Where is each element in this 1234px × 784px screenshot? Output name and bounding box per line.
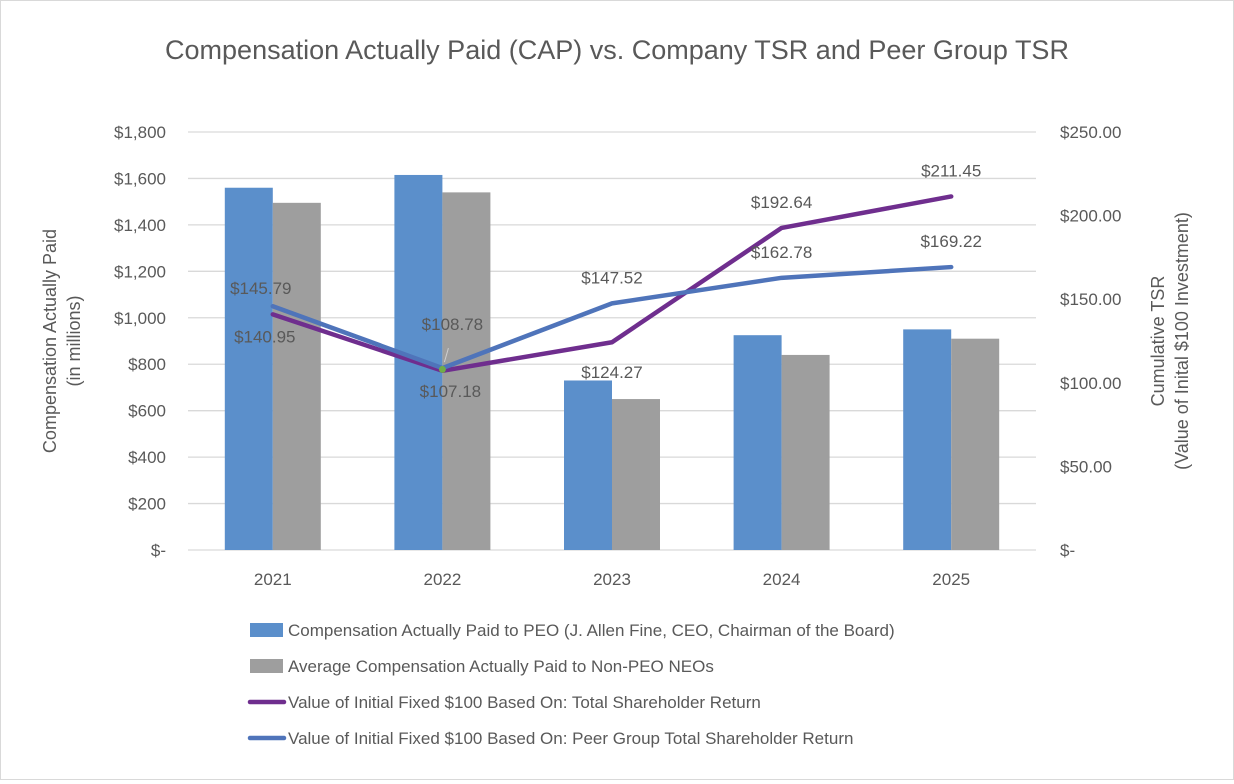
data-label-company-tsr: $211.45 <box>921 161 981 180</box>
right-tick-label: $50.00 <box>1060 457 1112 476</box>
legend-swatch-bar <box>250 659 283 673</box>
legend: Compensation Actually Paid to PEO (J. Al… <box>247 621 895 748</box>
left-tick-label: $1,600 <box>114 169 166 188</box>
data-label-peer-tsr: $162.78 <box>751 243 812 262</box>
data-label-peer-tsr: $108.78 <box>422 315 483 334</box>
data-label-company-tsr: $140.95 <box>234 327 295 346</box>
x-tick-label: 2023 <box>593 570 631 589</box>
right-axis-title: Cumulative TSR (Value of Inital $100 Inv… <box>1148 212 1192 470</box>
left-tick-label: $1,800 <box>114 123 166 142</box>
bar-peo <box>224 187 273 550</box>
chart-title: Compensation Actually Paid (CAP) vs. Com… <box>165 35 1069 65</box>
left-axis-ticks: $- $200 $400 $600 $800 $1,000 $1,200 $1,400 $1,6… <box>114 123 166 560</box>
right-tick-label: $150.00 <box>1060 290 1121 309</box>
right-tick-label: $250.00 <box>1060 123 1121 142</box>
legend-swatch-bar <box>250 623 283 637</box>
left-axis-title-line2: (in millions) <box>64 295 84 386</box>
right-axis-ticks: $- $50.00 $100.00 $150.00 $200.00 $250.00 <box>1060 123 1121 560</box>
x-tick-label: 2021 <box>254 570 292 589</box>
label-leader-line <box>443 347 449 363</box>
x-tick-label: 2024 <box>763 570 801 589</box>
left-tick-label: $- <box>151 541 166 560</box>
left-tick-label: $600 <box>128 402 166 421</box>
data-label-company-tsr: $192.64 <box>751 193 812 212</box>
legend-label: Compensation Actually Paid to PEO (J. Al… <box>288 621 895 640</box>
bars <box>224 174 1000 551</box>
legend-label: Value of Initial Fixed $100 Based On: Pe… <box>288 729 853 748</box>
line-peer-tsr <box>270 264 954 371</box>
bar-peo <box>903 329 952 550</box>
data-label-company-tsr: $107.18 <box>420 382 481 401</box>
bar-non-peo <box>272 202 321 551</box>
x-tick-label: 2025 <box>932 570 970 589</box>
line-company-tsr <box>270 194 954 374</box>
data-label-peer-tsr: $169.22 <box>920 232 981 251</box>
right-tick-label: $100.00 <box>1060 374 1121 393</box>
left-axis-title: Compensation Actually Paid (in millions) <box>40 229 84 453</box>
data-label-peer-tsr: $147.52 <box>581 268 642 287</box>
left-tick-label: $1,200 <box>114 262 166 281</box>
bar-peo <box>733 335 782 550</box>
legend-label: Value of Initial Fixed $100 Based On: To… <box>288 693 761 712</box>
bar-non-peo <box>612 399 660 550</box>
left-tick-label: $1,000 <box>114 309 166 328</box>
right-tick-label: $- <box>1060 541 1075 560</box>
x-axis-ticks: 2021 2022 2023 2024 2025 <box>254 570 970 589</box>
bar-non-peo <box>951 338 1000 550</box>
intersection-marker <box>438 365 446 373</box>
left-tick-label: $800 <box>128 355 166 374</box>
right-axis-title-line1: Cumulative TSR <box>1148 276 1168 407</box>
left-tick-label: $200 <box>128 495 166 514</box>
data-labels: $140.95 $107.18 $124.27 $192.64 $211.45 $145.… <box>230 161 982 400</box>
data-label-peer-tsr: $145.79 <box>230 279 291 298</box>
legend-label: Average Compensation Actually Paid to No… <box>288 657 714 676</box>
left-axis-title-line1: Compensation Actually Paid <box>40 229 60 453</box>
left-tick-label: $400 <box>128 448 166 467</box>
gridlines <box>188 131 1036 551</box>
bar-peo <box>564 380 612 550</box>
lines <box>270 194 954 374</box>
left-tick-label: $1,400 <box>114 216 166 235</box>
bar-non-peo <box>781 354 830 550</box>
data-label-company-tsr: $124.27 <box>581 363 642 382</box>
right-tick-label: $200.00 <box>1060 207 1121 226</box>
x-tick-label: 2022 <box>423 570 461 589</box>
right-axis-title-line2: (Value of Inital $100 Investment) <box>1172 212 1192 470</box>
